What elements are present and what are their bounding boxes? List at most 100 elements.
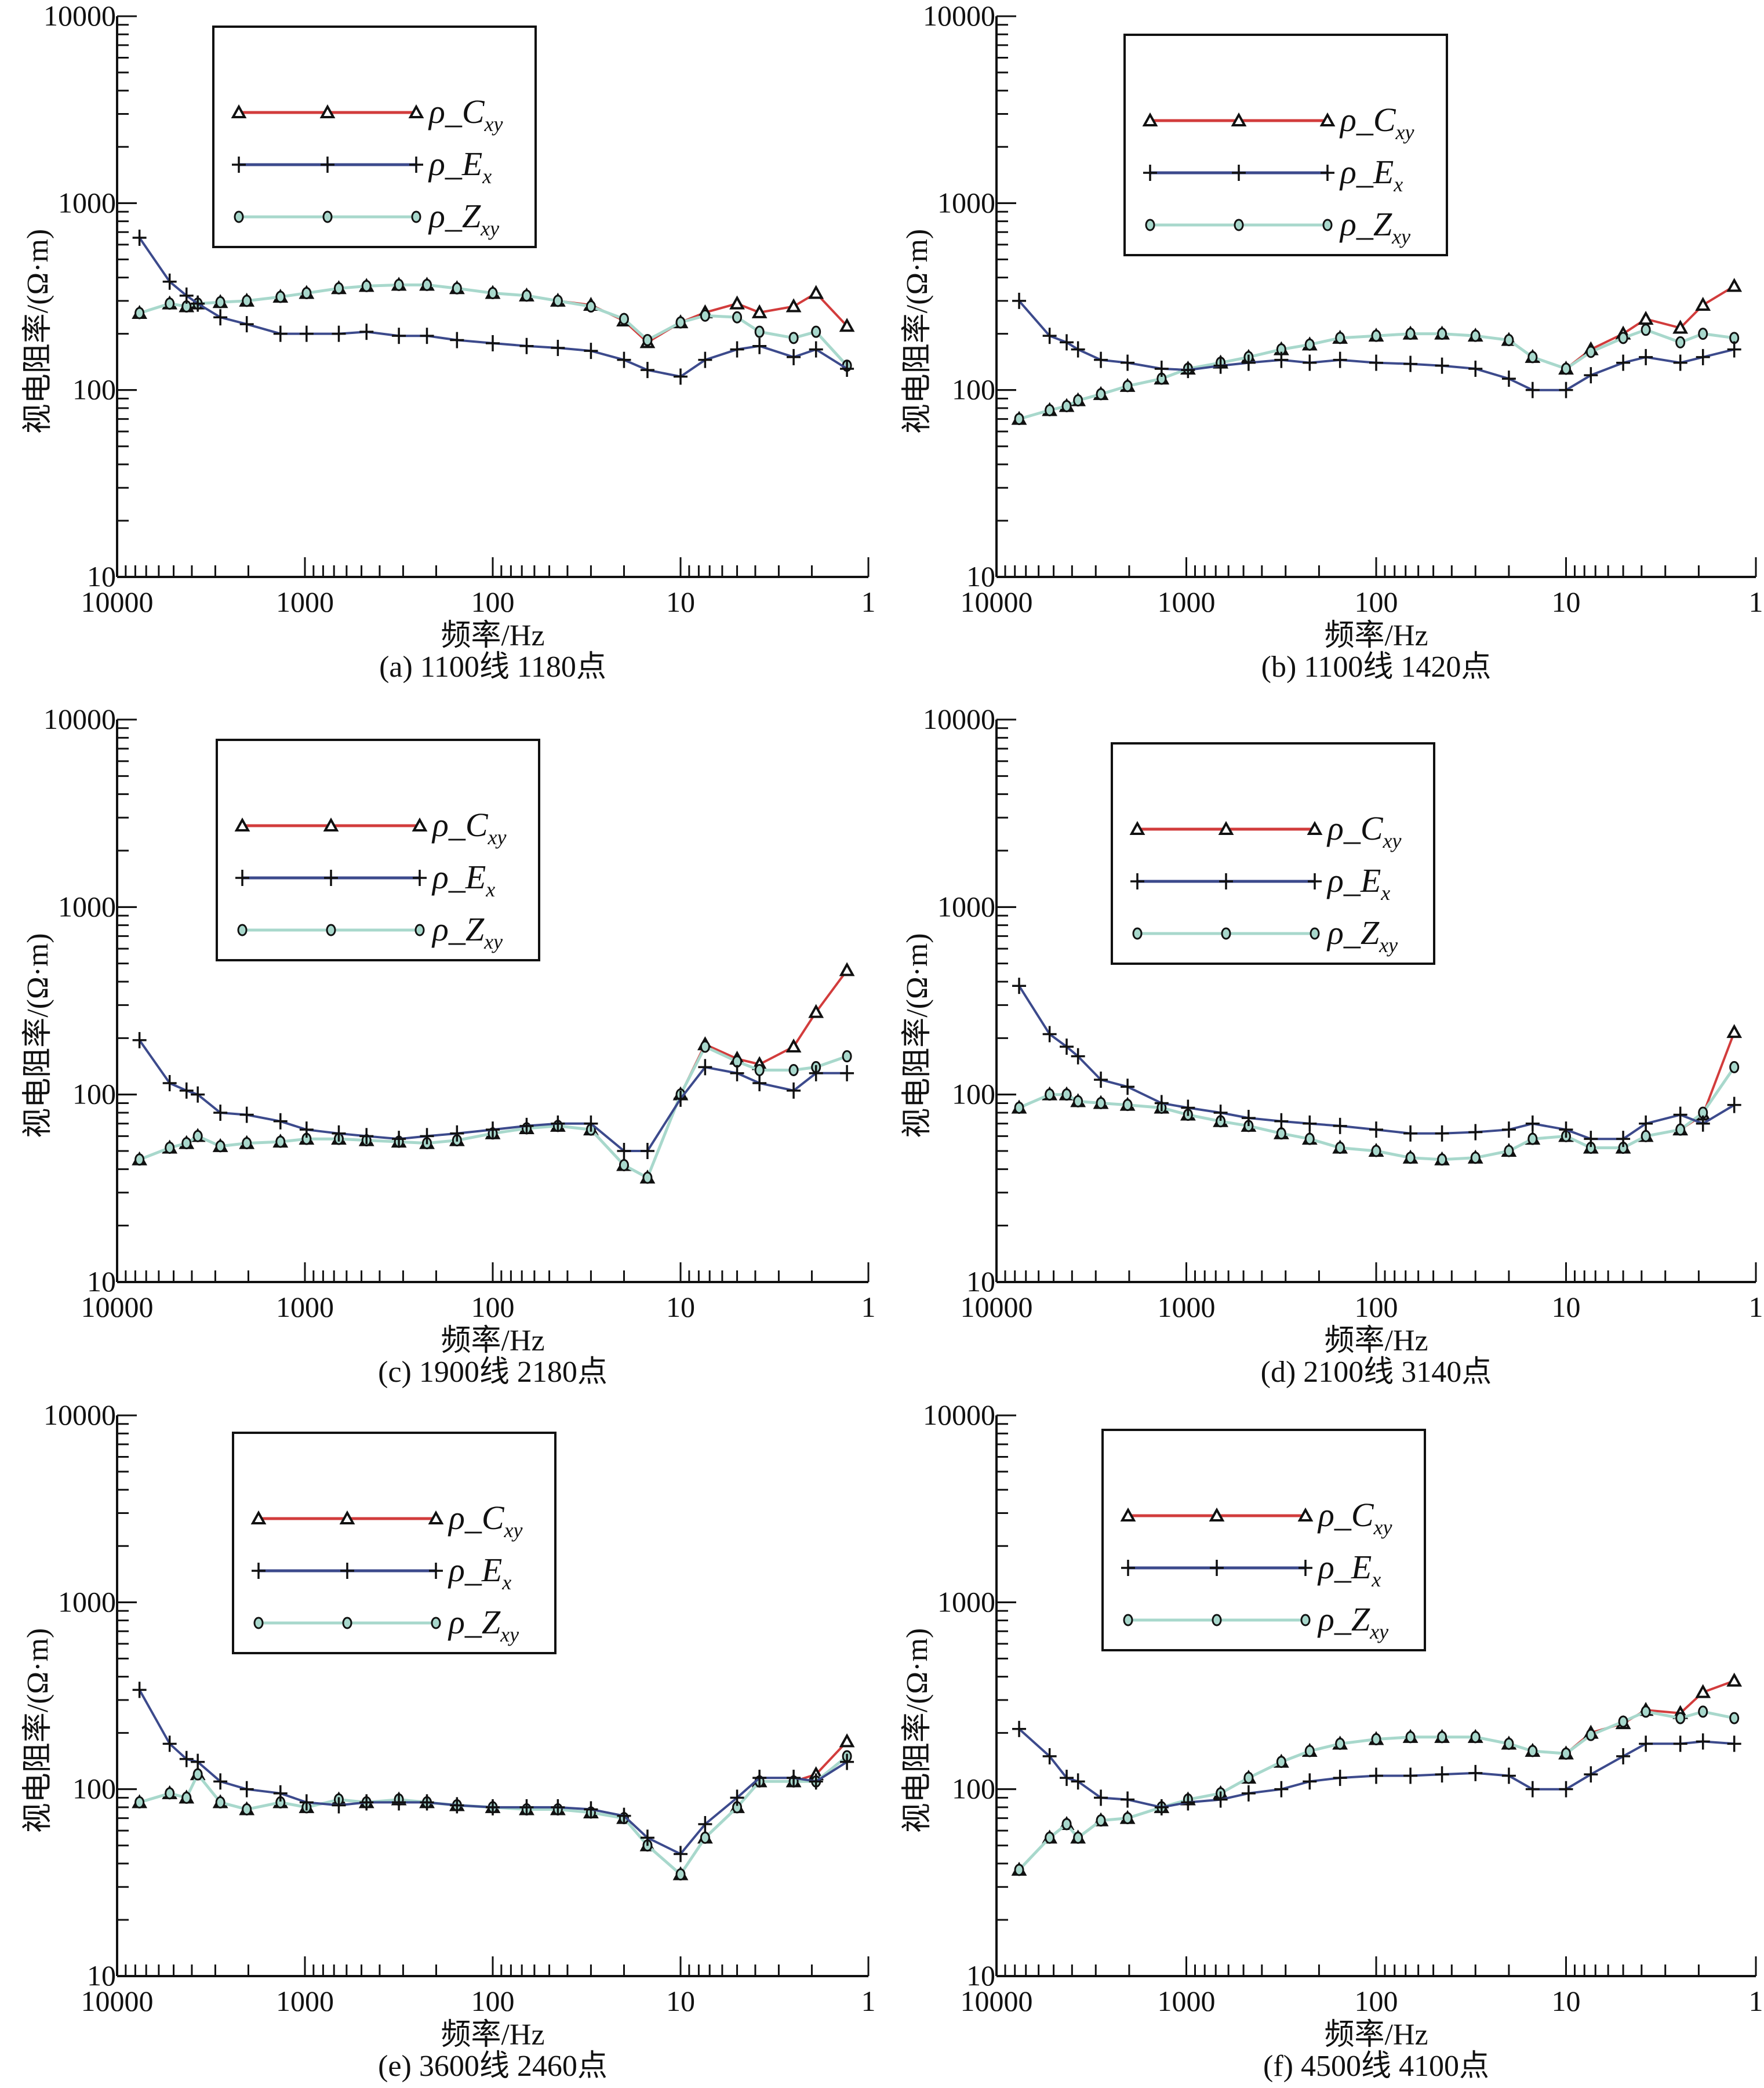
chart-e: 10000 1000 100 10 1 10 100 1000 10000 频率/Hz 视电阻率/(… <box>21 1399 876 2083</box>
data-point-plus <box>1616 1748 1631 1764</box>
data-point-circle <box>342 1617 352 1629</box>
data-point-plus <box>1042 1748 1057 1764</box>
data-point-plus <box>332 1797 346 1814</box>
legend-item: ρ_Cxy <box>234 806 507 849</box>
data-point-plus <box>1584 1131 1598 1148</box>
legend-item: ρ_Zxy <box>1132 914 1398 957</box>
y-tick-label: 10000 <box>43 1399 116 1431</box>
data-point-plus <box>1274 1113 1289 1130</box>
data-point-plus <box>1333 1770 1347 1786</box>
data-point-plus <box>752 337 767 354</box>
data-point-plus <box>674 1090 688 1107</box>
data-point-circle <box>1585 1728 1596 1741</box>
x-tick-label: 10 <box>1552 1985 1581 2017</box>
data-point-circle <box>1371 1733 1381 1746</box>
data-point-plus <box>132 1032 147 1048</box>
data-point-circle <box>1073 394 1083 407</box>
data-point-plus <box>1303 354 1317 371</box>
data-point-plus <box>420 1128 434 1145</box>
legend-label-main: ρ_E <box>428 145 482 183</box>
data-point-plus <box>1012 978 1027 994</box>
data-point-plus <box>1181 1099 1195 1116</box>
y-axis-label: 视电阻率/(Ω·m) <box>901 933 934 1138</box>
data-point-circle <box>642 1171 653 1184</box>
data-point-circle <box>1675 1123 1686 1136</box>
legend-label-main: ρ_E <box>1317 1548 1372 1586</box>
data-point-plus <box>1042 1026 1057 1043</box>
data-point-circle <box>1405 1731 1416 1744</box>
series-line <box>1019 285 1735 420</box>
data-point-plus <box>698 351 712 368</box>
data-point-plus <box>239 1781 254 1798</box>
x-tick-label: 1000 <box>276 1291 334 1323</box>
y-tick-label: 10 <box>87 1265 116 1298</box>
legend-label-sub: xy <box>1391 225 1410 248</box>
data-point-plus <box>787 1082 801 1099</box>
y-tick-label: 10000 <box>923 1399 995 1431</box>
data-point-plus <box>486 1799 500 1815</box>
data-point-plus <box>752 1075 767 1092</box>
data-point-circle <box>1504 1145 1514 1157</box>
data-point-triangle <box>839 962 855 976</box>
data-point-circle <box>1304 1745 1315 1757</box>
data-point-circle <box>1641 1705 1651 1718</box>
data-point-circle <box>1096 388 1106 401</box>
data-point-circle <box>1405 1152 1416 1164</box>
data-point-circle <box>1437 1153 1447 1166</box>
data-point-plus <box>359 1128 374 1145</box>
legend-item: ρ_Ex <box>252 1551 511 1594</box>
series-line <box>1019 328 1735 421</box>
series-rho-zxy <box>134 278 852 372</box>
data-point-plus <box>1060 1770 1074 1786</box>
data-point-plus <box>1616 1131 1631 1148</box>
data-point-plus <box>413 870 427 886</box>
data-point-plus <box>617 1142 631 1159</box>
data-point-circle <box>1504 1737 1514 1750</box>
data-point-triangle <box>785 298 802 313</box>
series-rho-cxy <box>1011 278 1743 425</box>
data-point-circle <box>1310 927 1320 940</box>
data-point-plus <box>1403 1125 1418 1142</box>
x-tick-label: 100 <box>471 586 515 618</box>
data-point-plus <box>674 1846 688 1862</box>
data-point-plus <box>213 1773 228 1790</box>
data-point-plus <box>1121 354 1135 371</box>
data-point-plus <box>486 335 500 351</box>
data-point-circle <box>322 210 333 223</box>
chart-caption: (f) 4500线 4100点 <box>1263 2050 1489 2083</box>
data-point-plus <box>1435 357 1449 374</box>
data-point-circle <box>234 210 244 223</box>
data-point-circle <box>275 290 286 303</box>
data-point-circle <box>1061 400 1072 412</box>
data-point-plus <box>640 362 654 379</box>
data-point-plus <box>1012 1720 1027 1737</box>
y-axis-label: 视电阻率/(Ω·m) <box>21 229 54 434</box>
data-point-circle <box>842 1050 852 1063</box>
data-point-plus <box>519 1117 534 1134</box>
data-point-circle <box>754 1064 765 1077</box>
legend-label-main: ρ_E <box>431 858 486 896</box>
data-point-triangle <box>408 104 424 118</box>
legend-label-sub: xy <box>1379 934 1398 957</box>
data-point-circle <box>1470 1731 1481 1744</box>
y-tick-label: 1000 <box>937 890 995 923</box>
data-point-plus <box>787 1770 801 1786</box>
chart-caption: (e) 3600线 2460点 <box>378 2050 608 2083</box>
y-tick-label: 1000 <box>937 186 995 219</box>
data-point-triangle <box>808 285 824 299</box>
data-point-triangle <box>250 1510 267 1524</box>
data-point-circle <box>1145 219 1155 231</box>
series-line <box>139 1044 848 1180</box>
x-tick-label: 10000 <box>961 1985 1033 2017</box>
legend-label-sub: xy <box>1373 1516 1392 1539</box>
data-point-plus <box>409 157 423 173</box>
data-point-circle <box>301 287 312 300</box>
data-point-plus <box>1303 1115 1317 1132</box>
data-point-circle <box>1096 1096 1106 1109</box>
data-point-plus <box>1369 1767 1383 1784</box>
data-point-circle <box>1234 219 1244 231</box>
series-line <box>138 237 848 378</box>
data-point-plus <box>1468 360 1483 377</box>
data-point-circle <box>1045 404 1055 416</box>
